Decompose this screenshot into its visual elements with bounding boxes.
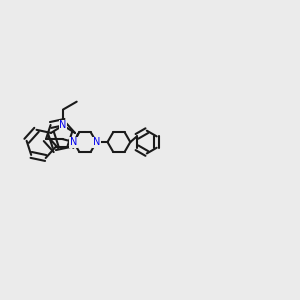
Text: N: N: [70, 137, 77, 147]
Text: N: N: [93, 137, 100, 147]
Text: N: N: [59, 120, 67, 130]
